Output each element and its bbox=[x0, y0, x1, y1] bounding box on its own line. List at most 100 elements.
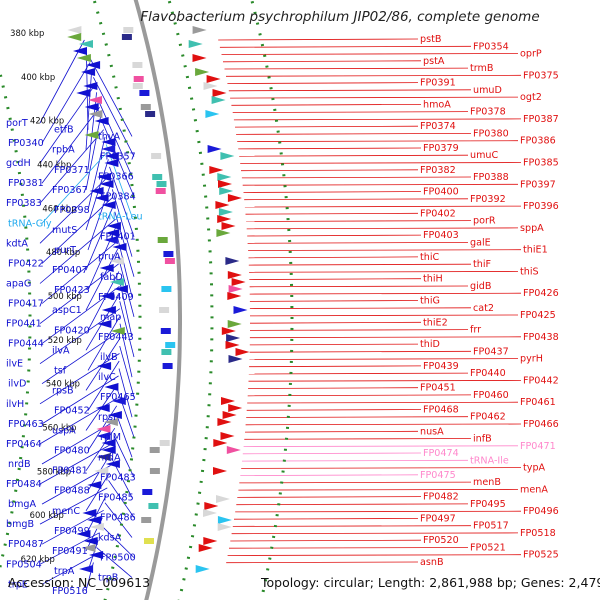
leader-line-left bbox=[41, 241, 118, 304]
forward-strand-gene-mark bbox=[195, 68, 210, 76]
gene-tracks bbox=[0, 0, 294, 605]
forward-strand-gene-mark bbox=[218, 180, 232, 188]
leader-line-left bbox=[41, 330, 121, 385]
gene-label-left: FP0486 bbox=[100, 513, 136, 524]
gene-label-left: FP0417 bbox=[8, 299, 44, 310]
leader-line-right bbox=[232, 525, 472, 527]
leader-line-right bbox=[244, 438, 472, 440]
forward-strand-gene-mark bbox=[225, 257, 240, 265]
feature-block bbox=[155, 188, 166, 194]
genome-backbone bbox=[133, 0, 182, 605]
gene-label-left: FP0381 bbox=[8, 178, 44, 189]
leader-line-left bbox=[97, 99, 133, 177]
gene-label-right: FP0495 bbox=[470, 499, 506, 510]
leader-line-right bbox=[228, 547, 469, 549]
leader-line-right bbox=[249, 329, 469, 331]
kbp-tick-label: 620 kbp bbox=[21, 554, 55, 564]
gene-label-right: FP0400 bbox=[423, 187, 459, 198]
forward-strand-gene-mark bbox=[209, 166, 224, 174]
reverse-strand-gene-mark bbox=[100, 292, 115, 300]
feature-block bbox=[145, 111, 156, 117]
feature-block bbox=[132, 62, 143, 68]
gene-label-right: FP0378 bbox=[470, 107, 506, 118]
leader-line-right bbox=[241, 467, 522, 469]
feature-block bbox=[162, 363, 173, 369]
gene-label-right: menA bbox=[520, 484, 548, 495]
reverse-strand-gene-mark bbox=[86, 61, 101, 69]
gene-label-left: kdtA bbox=[6, 238, 28, 249]
reverse-strand-gene-mark bbox=[87, 481, 102, 489]
reverse-strand-gene-mark bbox=[94, 117, 109, 125]
leader-line-left bbox=[39, 129, 105, 204]
gene-label-right: sppA bbox=[520, 223, 544, 234]
gene-label-left: rpsB bbox=[52, 385, 74, 396]
reverse-strand-gene-mark bbox=[97, 320, 112, 328]
leader-line-left bbox=[85, 69, 93, 150]
reverse-strand-gene-mark bbox=[104, 159, 119, 167]
forward-strand-gene-mark bbox=[226, 334, 241, 342]
gene-label-right: FP0380 bbox=[473, 128, 509, 139]
leader-line-left bbox=[87, 181, 112, 251]
forward-strand-gene-mark bbox=[217, 523, 232, 531]
gene-label-left: FP0383 bbox=[6, 198, 42, 209]
gene-label-left: FP0465 bbox=[100, 392, 136, 403]
forward-strand-gene-mark bbox=[207, 145, 222, 153]
leader-line-left bbox=[39, 308, 121, 365]
accession-text: Accession: NC_009613 bbox=[8, 575, 150, 590]
gene-label-left: etfB bbox=[54, 125, 74, 136]
reverse-strand-gene-mark bbox=[94, 467, 109, 475]
reverse-strand-gene-mark bbox=[89, 551, 104, 559]
leader-line-right bbox=[247, 234, 422, 237]
gene-label-left: FP0504 bbox=[6, 559, 42, 570]
gene-label-right: FP0474 bbox=[423, 448, 459, 459]
gene-label-right: porR bbox=[473, 216, 496, 227]
reverse-strand-gene-mark bbox=[104, 383, 119, 391]
forward-strand-gene-mark bbox=[227, 194, 242, 202]
gene-label-right: FP0460 bbox=[473, 390, 509, 401]
gene-label-left: bmgB bbox=[6, 519, 34, 530]
leader-line-left bbox=[85, 293, 121, 351]
gene-label-right: FP0440 bbox=[470, 368, 506, 379]
gene-label-left: trpA bbox=[54, 566, 75, 577]
gene-label-left: FP0485 bbox=[98, 492, 134, 503]
forward-strand-gene-mark bbox=[204, 502, 219, 510]
gene-label-left: FP0488 bbox=[54, 486, 90, 497]
gene-label-left: rpbA bbox=[52, 145, 75, 156]
forward-strand-gene-mark bbox=[217, 516, 232, 524]
gene-label-right: FP0497 bbox=[420, 513, 456, 524]
leader-line-right bbox=[226, 561, 419, 564]
gene-label-right: FP0521 bbox=[470, 543, 506, 554]
leader-line-left bbox=[111, 189, 133, 257]
reverse-strand-gene-mark bbox=[82, 509, 97, 517]
forward-strand-gene-mark bbox=[213, 467, 227, 475]
forward-strand-gene-mark bbox=[213, 439, 228, 447]
gene-label-left: porT bbox=[6, 118, 28, 129]
forward-strand-gene-mark bbox=[228, 404, 243, 412]
gene-label-right: FP0518 bbox=[520, 528, 556, 539]
leader-line-left bbox=[100, 524, 135, 558]
reverse-strand-gene-mark bbox=[76, 89, 91, 97]
reverse-strand-gene-mark bbox=[83, 537, 98, 545]
reverse-strand-gene-mark bbox=[105, 229, 120, 237]
reverse-strand-gene-mark bbox=[97, 173, 111, 181]
forward-strand-gene-mark bbox=[203, 82, 218, 90]
gene-label-left: FP0483 bbox=[100, 472, 136, 483]
feature-block bbox=[151, 153, 162, 159]
leader-line-right bbox=[245, 212, 419, 215]
forward-strand-gene-mark bbox=[203, 537, 218, 545]
gene-label-left: FP0407 bbox=[52, 265, 88, 276]
leader-line-right bbox=[233, 118, 522, 121]
gene-label-right: oprP bbox=[520, 49, 542, 60]
leader-line-right bbox=[238, 147, 422, 150]
gene-label-left: rplM bbox=[100, 432, 121, 443]
gene-label-right: FP0425 bbox=[520, 310, 556, 321]
gene-label-right: FP0471 bbox=[520, 441, 556, 452]
reverse-strand-gene-mark bbox=[99, 180, 114, 188]
forward-strand-gene-mark bbox=[188, 40, 203, 48]
leader-line-right bbox=[246, 416, 469, 418]
gene-label-left: ilvB bbox=[100, 352, 118, 363]
leader-line-right bbox=[248, 387, 419, 389]
leader-line-left bbox=[39, 442, 114, 485]
feature-block bbox=[149, 468, 160, 474]
